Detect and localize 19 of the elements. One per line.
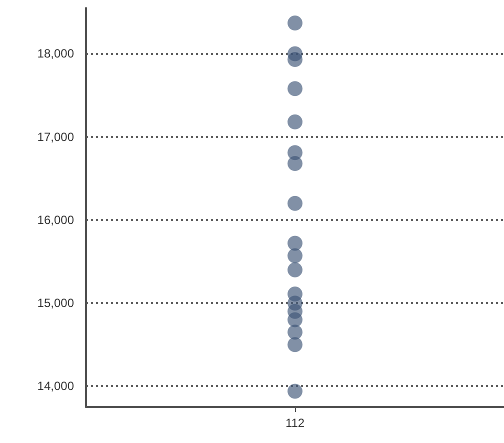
point [288, 384, 302, 399]
point [288, 196, 302, 211]
point [288, 15, 302, 30]
point [288, 337, 302, 352]
point [288, 156, 302, 171]
point [288, 324, 302, 340]
point [288, 52, 302, 68]
point [288, 114, 302, 130]
point [288, 81, 302, 96]
point [288, 262, 302, 278]
y-tick-label: 14,000 [37, 379, 74, 394]
x-tick-label: 112 [285, 416, 305, 430]
y-tick-label: 17,000 [37, 130, 74, 144]
point [288, 248, 302, 264]
point [288, 236, 302, 251]
y-tick-label: 18,000 [37, 46, 74, 61]
y-tick-label: 15,000 [37, 296, 74, 310]
y-tick-label: 16,000 [37, 212, 74, 227]
point [288, 312, 302, 328]
